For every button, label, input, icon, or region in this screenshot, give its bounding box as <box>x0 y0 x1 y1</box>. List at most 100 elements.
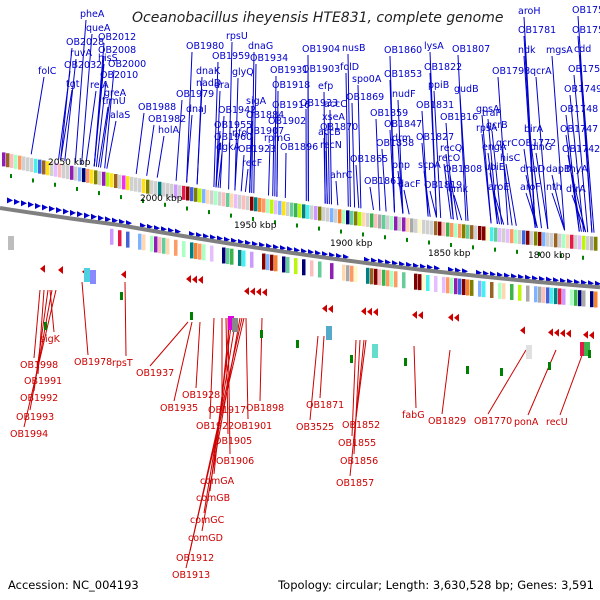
leader-line <box>186 114 193 183</box>
gene-label-recO: recO <box>438 153 460 164</box>
reverse-gene-arrow <box>250 287 255 296</box>
leader-line <box>491 130 503 225</box>
feature-block <box>594 291 598 308</box>
reverse-gene-arrow <box>454 313 459 322</box>
feature-block <box>426 220 430 235</box>
leader-line <box>284 152 287 198</box>
feature-block <box>282 201 286 216</box>
gene-label-OB1748: OB1748 <box>560 104 598 115</box>
forward-gene-arrow <box>77 211 83 218</box>
feature-block <box>526 230 530 245</box>
accession-text: Accession: NC_004193 <box>8 578 139 592</box>
leader-line <box>185 317 245 569</box>
gene-label-OB1931: OB1931 <box>270 65 308 76</box>
gene-label-OB1991: OB1991 <box>24 376 62 387</box>
feature-block <box>486 226 490 241</box>
leader-line <box>523 35 536 228</box>
feature-block <box>350 210 354 225</box>
gene-label-birA: birA <box>524 124 544 135</box>
gene-label-OB1855: OB1855 <box>338 438 376 449</box>
leader-line <box>156 135 165 178</box>
tick-mark <box>120 195 122 200</box>
leader-line <box>369 186 374 210</box>
scale-label-2000: 2000 kbp <box>140 194 183 204</box>
gene-label-folC: folC <box>38 66 57 77</box>
feature-block <box>2 152 6 167</box>
feature-block <box>394 216 398 231</box>
forward-gene-arrow <box>112 217 118 224</box>
leader-line <box>196 88 203 185</box>
feature-block <box>510 229 514 244</box>
gene-label-dfrA: dfrA <box>566 184 586 195</box>
gene-label-greA: greA <box>104 88 127 99</box>
leader-line <box>146 124 155 176</box>
feature-block <box>554 288 558 305</box>
leader-line <box>525 174 538 228</box>
leader-line <box>85 90 97 165</box>
feature-block <box>386 270 390 287</box>
feature-block <box>554 233 558 248</box>
leader-line <box>186 51 193 183</box>
gene-label-OB1918: OB1918 <box>272 80 310 91</box>
feature-block <box>190 187 194 202</box>
leader-line <box>527 349 557 416</box>
feature-block <box>146 179 150 194</box>
leader-line <box>240 154 245 192</box>
feature-block <box>86 168 90 183</box>
feature-block <box>66 165 70 180</box>
feature-block <box>342 209 346 224</box>
gene-label-OB1869: OB1869 <box>346 92 384 103</box>
leader-line <box>319 335 325 399</box>
feature-block <box>430 220 434 235</box>
gene-label-OB1905: OB1905 <box>214 436 252 447</box>
gene-label-OB1982: OB1982 <box>148 114 186 125</box>
forward-gene-arrow <box>21 200 27 207</box>
leader-line <box>253 63 257 194</box>
bottom-label-leader-lines <box>23 281 585 569</box>
feature-block <box>74 166 78 181</box>
feature-block <box>102 171 106 186</box>
leader-line <box>445 153 454 220</box>
feature-block <box>446 277 450 294</box>
feature-block <box>318 261 322 278</box>
leader-line <box>429 190 437 218</box>
leader-line <box>535 76 549 229</box>
gene-label-OB1907: OB1907 <box>246 126 284 137</box>
leader-line <box>149 321 189 367</box>
gene-label-scpA: scpA <box>418 160 441 171</box>
feature-block <box>18 155 22 170</box>
gene-label-holA: holA <box>158 125 179 136</box>
gene-label-OB1819: OB1819 <box>424 180 462 191</box>
feature-block <box>542 232 546 247</box>
feature-block <box>326 207 330 222</box>
gene-label-OB1994: OB1994 <box>10 429 48 440</box>
leader-line <box>234 77 239 191</box>
feature-block <box>178 185 182 200</box>
feature-block <box>150 235 154 252</box>
leader-line <box>249 106 253 193</box>
leader-line <box>423 170 431 217</box>
feature-block <box>222 192 226 207</box>
gene-label-aroH: aroH <box>518 6 540 17</box>
forward-gene-arrow <box>28 201 34 208</box>
feature-block <box>478 225 482 240</box>
feature-block <box>302 259 306 276</box>
leader-line <box>228 41 233 190</box>
scale-label-1950: 1950 kbp <box>234 221 277 231</box>
gene-label-accB: accB <box>318 127 341 138</box>
leader-line <box>353 339 361 455</box>
leader-line <box>104 69 115 169</box>
feature-block <box>414 273 418 290</box>
feature-block <box>584 342 590 356</box>
gene-label-OB1858: OB1858 <box>376 138 414 149</box>
leader-line <box>445 122 454 220</box>
feature-block <box>478 280 482 297</box>
leader-line <box>487 349 527 415</box>
feature-block <box>262 253 266 270</box>
gene-label-OB1808: OB1808 <box>444 164 482 175</box>
feature-block <box>466 279 470 296</box>
feature-block <box>390 270 394 287</box>
gene-label-OB2010: OB2010 <box>100 70 138 81</box>
feature-block <box>206 189 210 204</box>
leader-line <box>443 163 452 220</box>
